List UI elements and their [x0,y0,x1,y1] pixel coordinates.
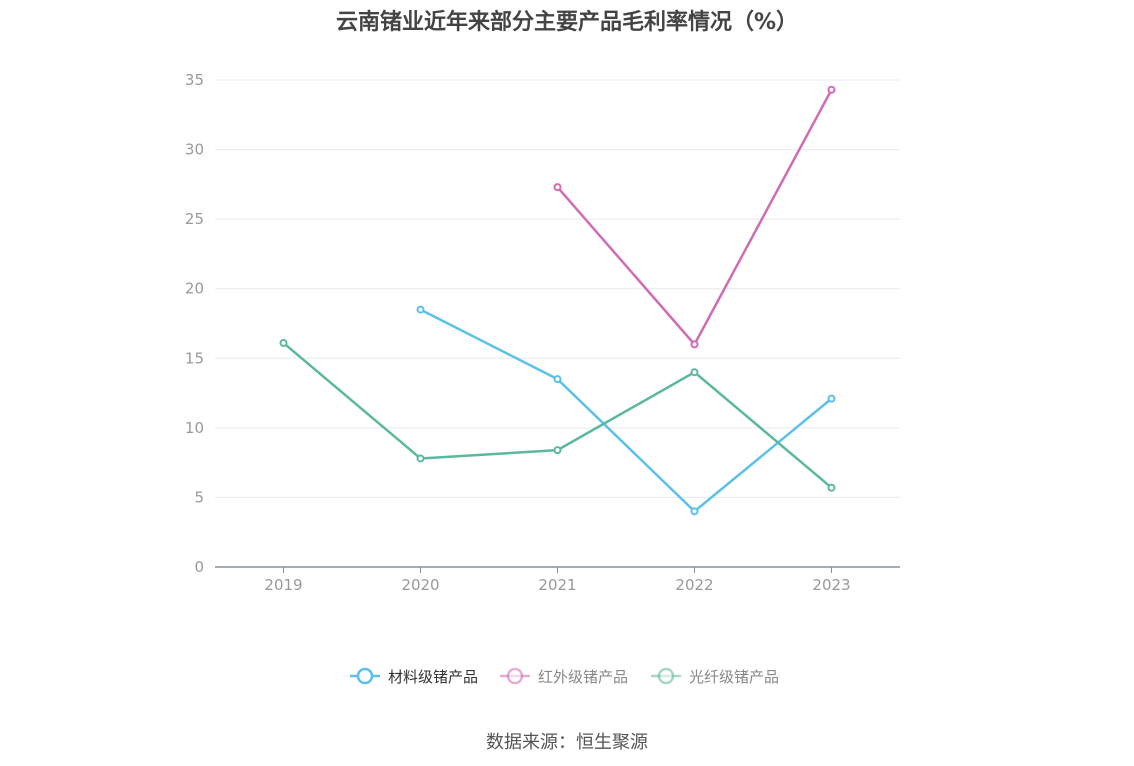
y-tick-label: 15 [185,349,204,367]
legend-marker-icon [506,667,524,685]
series-line [556,89,833,346]
data-source: 数据来源：恒生聚源 [486,732,648,753]
y-tick-label: 10 [185,419,204,437]
x-tick-label: 2021 [538,576,576,594]
data-point [827,483,836,492]
series-1 [416,305,836,516]
legend-label: 材料级锗产品 [388,668,478,686]
legend-label: 光纤级锗产品 [689,668,779,686]
legend[interactable]: 材料级锗产品 红外级锗产品 光纤级锗产品 [350,667,779,686]
grid-lines [215,79,900,498]
data-point [690,340,699,349]
y-tick-label: 35 [185,71,204,89]
data-point [553,183,562,192]
data-point [416,454,425,463]
series-line [419,308,833,513]
x-axis-ticks: 2019 2020 2021 2022 2023 [264,567,851,594]
series-group [279,85,836,516]
x-tick-label: 2023 [812,576,850,594]
series-3 [279,338,836,492]
legend-marker-icon [657,667,675,685]
data-point [553,446,562,455]
y-tick-label: 30 [185,141,204,159]
x-tick-label: 2020 [401,576,439,594]
chart-title: 云南锗业近年来部分主要产品毛利率情况（%） [335,10,799,35]
y-tick-label: 0 [194,558,204,576]
data-point [827,394,836,403]
data-point [553,375,562,384]
y-axis-ticks: 0 5 10 15 20 25 30 35 [185,71,204,576]
legend-marker-icon [356,667,374,685]
y-tick-label: 20 [185,280,204,298]
series-2 [553,85,836,349]
data-point [279,338,288,347]
data-point [690,368,699,377]
x-tick-label: 2019 [264,576,302,594]
y-tick-label: 25 [185,210,204,228]
data-point [416,305,425,314]
x-tick-label: 2022 [675,576,713,594]
data-point [690,507,699,516]
legend-item-2[interactable]: 红外级锗产品 [500,667,628,686]
legend-label: 红外级锗产品 [538,668,628,686]
data-point [827,85,836,94]
legend-item-1[interactable]: 材料级锗产品 [350,667,478,686]
legend-item-3[interactable]: 光纤级锗产品 [651,667,779,686]
y-tick-label: 5 [194,488,204,506]
